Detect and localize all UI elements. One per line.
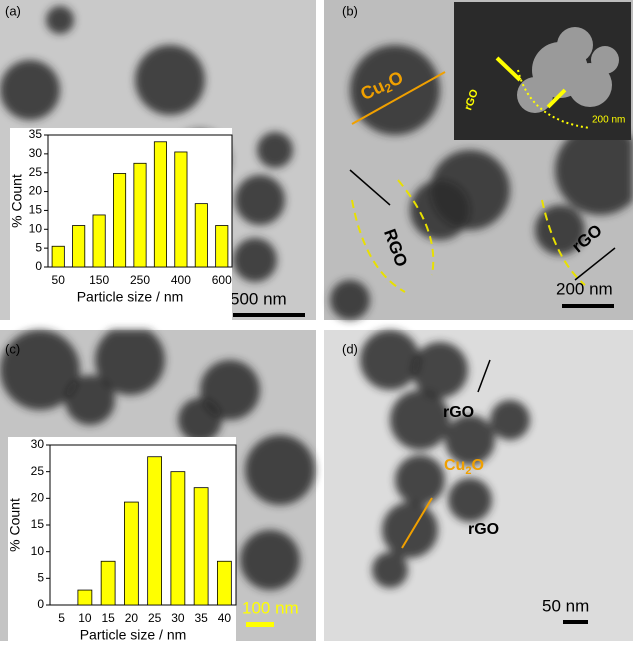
particle — [445, 415, 495, 465]
particle — [46, 6, 74, 34]
annotation: Cu2O — [444, 457, 484, 477]
particle — [65, 375, 115, 425]
bar — [170, 471, 186, 606]
x-tick-label: 10 — [78, 611, 92, 625]
y-axis-label: % Count — [7, 498, 23, 552]
particle — [0, 60, 60, 120]
x-tick-label: 5 — [58, 611, 65, 625]
x-tick-label: 600 — [212, 273, 232, 287]
x-axis-label: Particle size / nm — [77, 289, 184, 305]
bar — [147, 456, 162, 606]
scale-bar — [246, 622, 274, 627]
particle — [257, 132, 293, 168]
panel-label: (d) — [342, 341, 358, 356]
bar — [51, 245, 65, 268]
annotation: rGO — [443, 404, 474, 421]
bar — [72, 225, 86, 268]
y-tick-label: 20 — [29, 184, 43, 198]
particle — [0, 330, 80, 410]
particle — [372, 552, 408, 588]
annotation: rGO — [468, 521, 499, 538]
x-tick-label: 35 — [194, 611, 208, 625]
y-tick-label: 15 — [31, 517, 45, 531]
particle — [240, 530, 300, 590]
y-tick-label: 5 — [35, 240, 42, 254]
x-tick-label: 50 — [52, 273, 66, 287]
y-tick-label: 25 — [29, 165, 43, 179]
bar — [77, 589, 93, 606]
x-tick-label: 150 — [89, 273, 109, 287]
particle — [330, 280, 370, 320]
x-tick-label: 25 — [148, 611, 162, 625]
particle — [360, 330, 420, 390]
y-axis-label: % Count — [9, 174, 25, 228]
bar — [92, 214, 106, 268]
panel-label: (a) — [5, 3, 21, 18]
y-tick-label: 5 — [37, 571, 44, 585]
inset-scale: 200 nm — [592, 115, 625, 126]
y-tick-label: 0 — [37, 597, 44, 611]
y-tick-label: 30 — [29, 146, 43, 160]
x-tick-label: 15 — [101, 611, 115, 625]
y-tick-label: 20 — [31, 491, 45, 505]
particle — [555, 125, 633, 215]
particle — [410, 180, 470, 240]
particle — [490, 400, 530, 440]
bar — [153, 141, 167, 268]
bar — [194, 203, 208, 268]
scale-label: 500 nm — [230, 289, 287, 308]
y-tick-label: 35 — [29, 127, 43, 141]
particle — [382, 502, 438, 558]
bar — [124, 501, 139, 606]
y-tick-label: 10 — [29, 221, 43, 235]
bar — [113, 173, 127, 268]
particle — [135, 45, 205, 115]
x-tick-label: 20 — [125, 611, 139, 625]
particle — [535, 205, 585, 255]
particle — [412, 342, 468, 398]
scale-label: 100 nm — [242, 598, 299, 617]
panel-label: (b) — [342, 3, 358, 18]
bar — [215, 225, 229, 268]
y-tick-label: 10 — [31, 544, 45, 558]
scale-label: 200 nm — [556, 279, 613, 298]
panel-label: (c) — [5, 341, 20, 356]
y-tick-label: 0 — [35, 259, 42, 273]
scale-label: 50 nm — [542, 596, 589, 615]
y-tick-label: 25 — [31, 464, 45, 478]
bar — [174, 151, 188, 268]
y-tick-label: 30 — [31, 437, 45, 451]
x-tick-label: 30 — [171, 611, 185, 625]
x-tick-label: 400 — [171, 273, 191, 287]
x-tick-label: 40 — [218, 611, 232, 625]
particle — [390, 390, 450, 450]
x-tick-label: 250 — [130, 273, 150, 287]
particle — [245, 435, 315, 505]
bar — [193, 487, 209, 606]
particle — [233, 238, 277, 282]
scale-bar — [563, 620, 588, 624]
y-tick-label: 15 — [29, 203, 43, 217]
bar — [216, 560, 232, 606]
particle — [395, 455, 445, 505]
particle — [178, 398, 222, 442]
bar — [100, 560, 116, 606]
bar — [133, 162, 147, 268]
scale-bar — [233, 313, 305, 317]
particle — [235, 175, 285, 225]
scale-bar — [562, 304, 614, 308]
particle — [448, 478, 492, 522]
x-axis-label: Particle size / nm — [80, 627, 187, 641]
particle — [95, 330, 165, 395]
